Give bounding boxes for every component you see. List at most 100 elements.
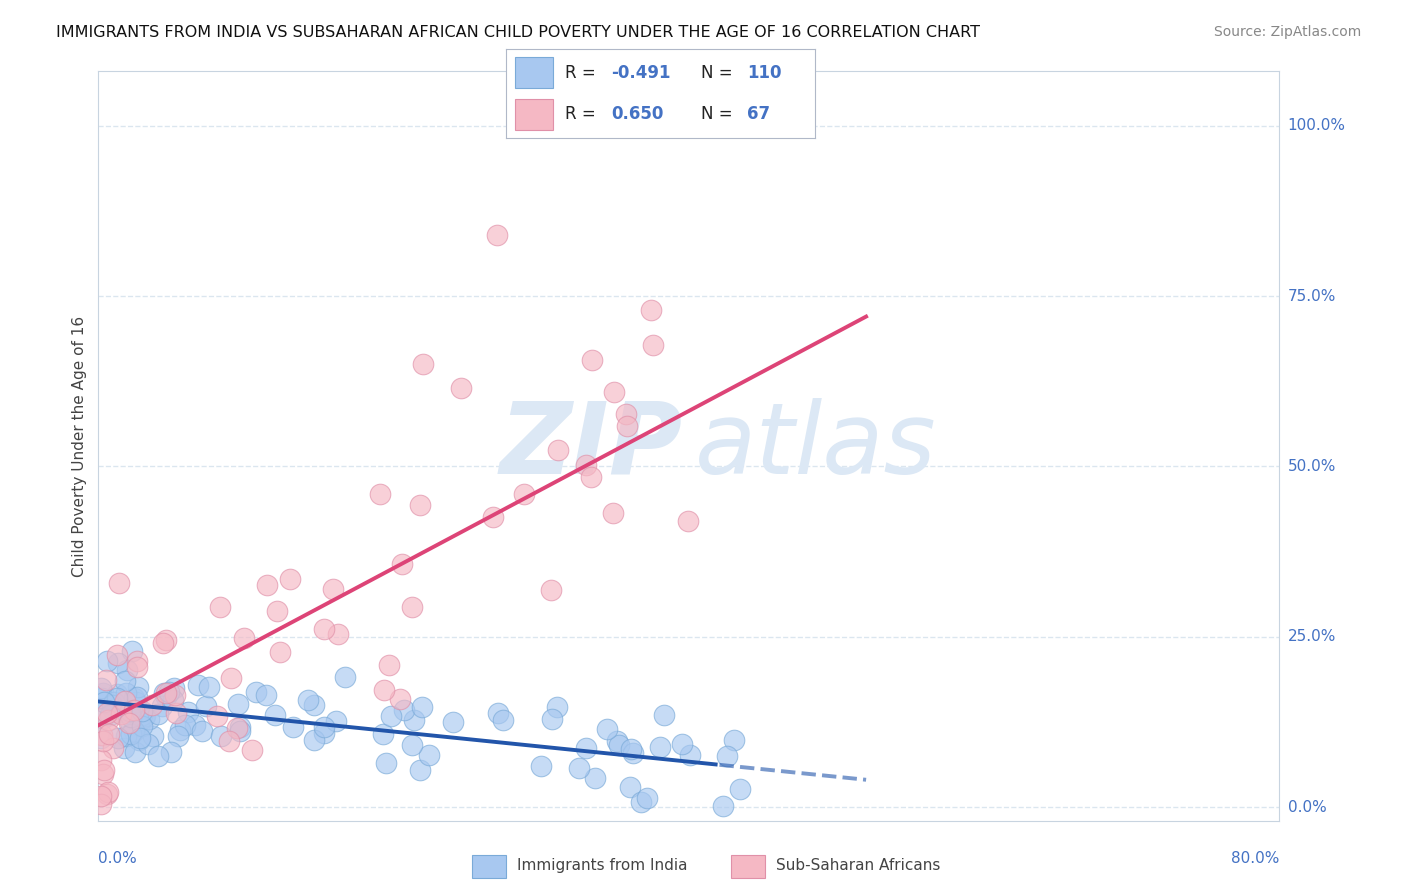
Point [394,703,416,717]
Point [678,747,700,762]
Point [401,599,423,614]
Point [187,678,209,692]
Point [94,673,117,688]
Point [312,622,335,636]
Point [124,745,146,759]
Text: N =: N = [702,64,738,82]
Point [328,627,350,641]
Point [128,731,150,746]
Point [602,506,624,520]
Point [115,663,138,677]
Point [409,763,432,777]
Point [142,730,165,744]
Point [91,691,114,706]
Point [606,734,628,748]
Point [169,723,191,737]
Point [127,655,149,669]
Point [378,658,401,673]
Point [269,645,291,659]
Point [191,724,214,739]
Point [105,648,128,663]
Point [671,737,693,751]
Point [107,691,129,706]
Point [96,706,118,720]
Point [596,722,619,736]
Point [122,703,145,717]
Text: 100.0%: 100.0% [1288,119,1346,133]
Point [134,709,156,723]
Point [229,720,252,734]
Text: 0.0%: 0.0% [1288,799,1326,814]
Point [183,718,205,732]
Point [93,695,115,709]
Point [90,681,112,696]
Text: Sub-Saharan Africans: Sub-Saharan Africans [776,858,941,872]
Point [575,740,598,755]
Point [530,759,553,773]
Point [621,746,644,760]
Point [131,704,153,718]
Text: 80.0%: 80.0% [1232,851,1279,866]
Point [302,733,325,747]
Text: 0.0%: 0.0% [98,851,138,866]
Point [402,713,425,727]
Y-axis label: Child Poverty Under the Age of 16: Child Poverty Under the Age of 16 [72,316,87,576]
Text: R =: R = [565,105,600,123]
Text: 110: 110 [748,64,782,82]
Point [118,714,141,729]
Point [105,687,128,701]
Point [173,718,195,732]
Point [101,741,124,756]
Point [127,680,149,694]
Point [124,695,146,709]
Point [138,712,160,726]
Point [581,470,603,484]
Point [278,572,301,586]
Point [225,721,247,735]
Point [409,498,432,512]
Point [728,782,751,797]
Point [93,734,115,748]
Point [441,714,464,729]
Point [322,582,344,597]
Point [640,303,662,318]
Point [131,718,153,732]
Point [136,737,159,751]
Point [546,700,568,714]
Point [297,693,319,707]
Point [614,407,637,421]
Point [93,767,115,781]
Point [96,654,118,668]
Point [114,729,136,743]
Point [165,706,187,721]
Point [312,725,335,739]
Point [167,729,190,743]
Point [209,729,232,743]
Point [723,733,745,747]
Text: R =: R = [565,64,600,82]
Text: 0.650: 0.650 [612,105,664,123]
Point [155,690,177,704]
Point [128,719,150,733]
Point [380,709,402,723]
Point [110,706,132,720]
Point [302,698,325,713]
Point [620,742,643,756]
Point [115,685,138,699]
Point [117,715,139,730]
Point [91,686,114,700]
Point [482,510,505,524]
Point [411,700,433,714]
Point [205,709,228,723]
FancyBboxPatch shape [516,99,553,130]
FancyBboxPatch shape [516,57,553,88]
Point [607,739,630,753]
Point [155,685,177,699]
Point [641,338,664,352]
Point [90,731,112,746]
Point [90,789,112,803]
Point [146,706,169,721]
Point [132,710,155,724]
Point [373,683,395,698]
Point [245,685,267,699]
